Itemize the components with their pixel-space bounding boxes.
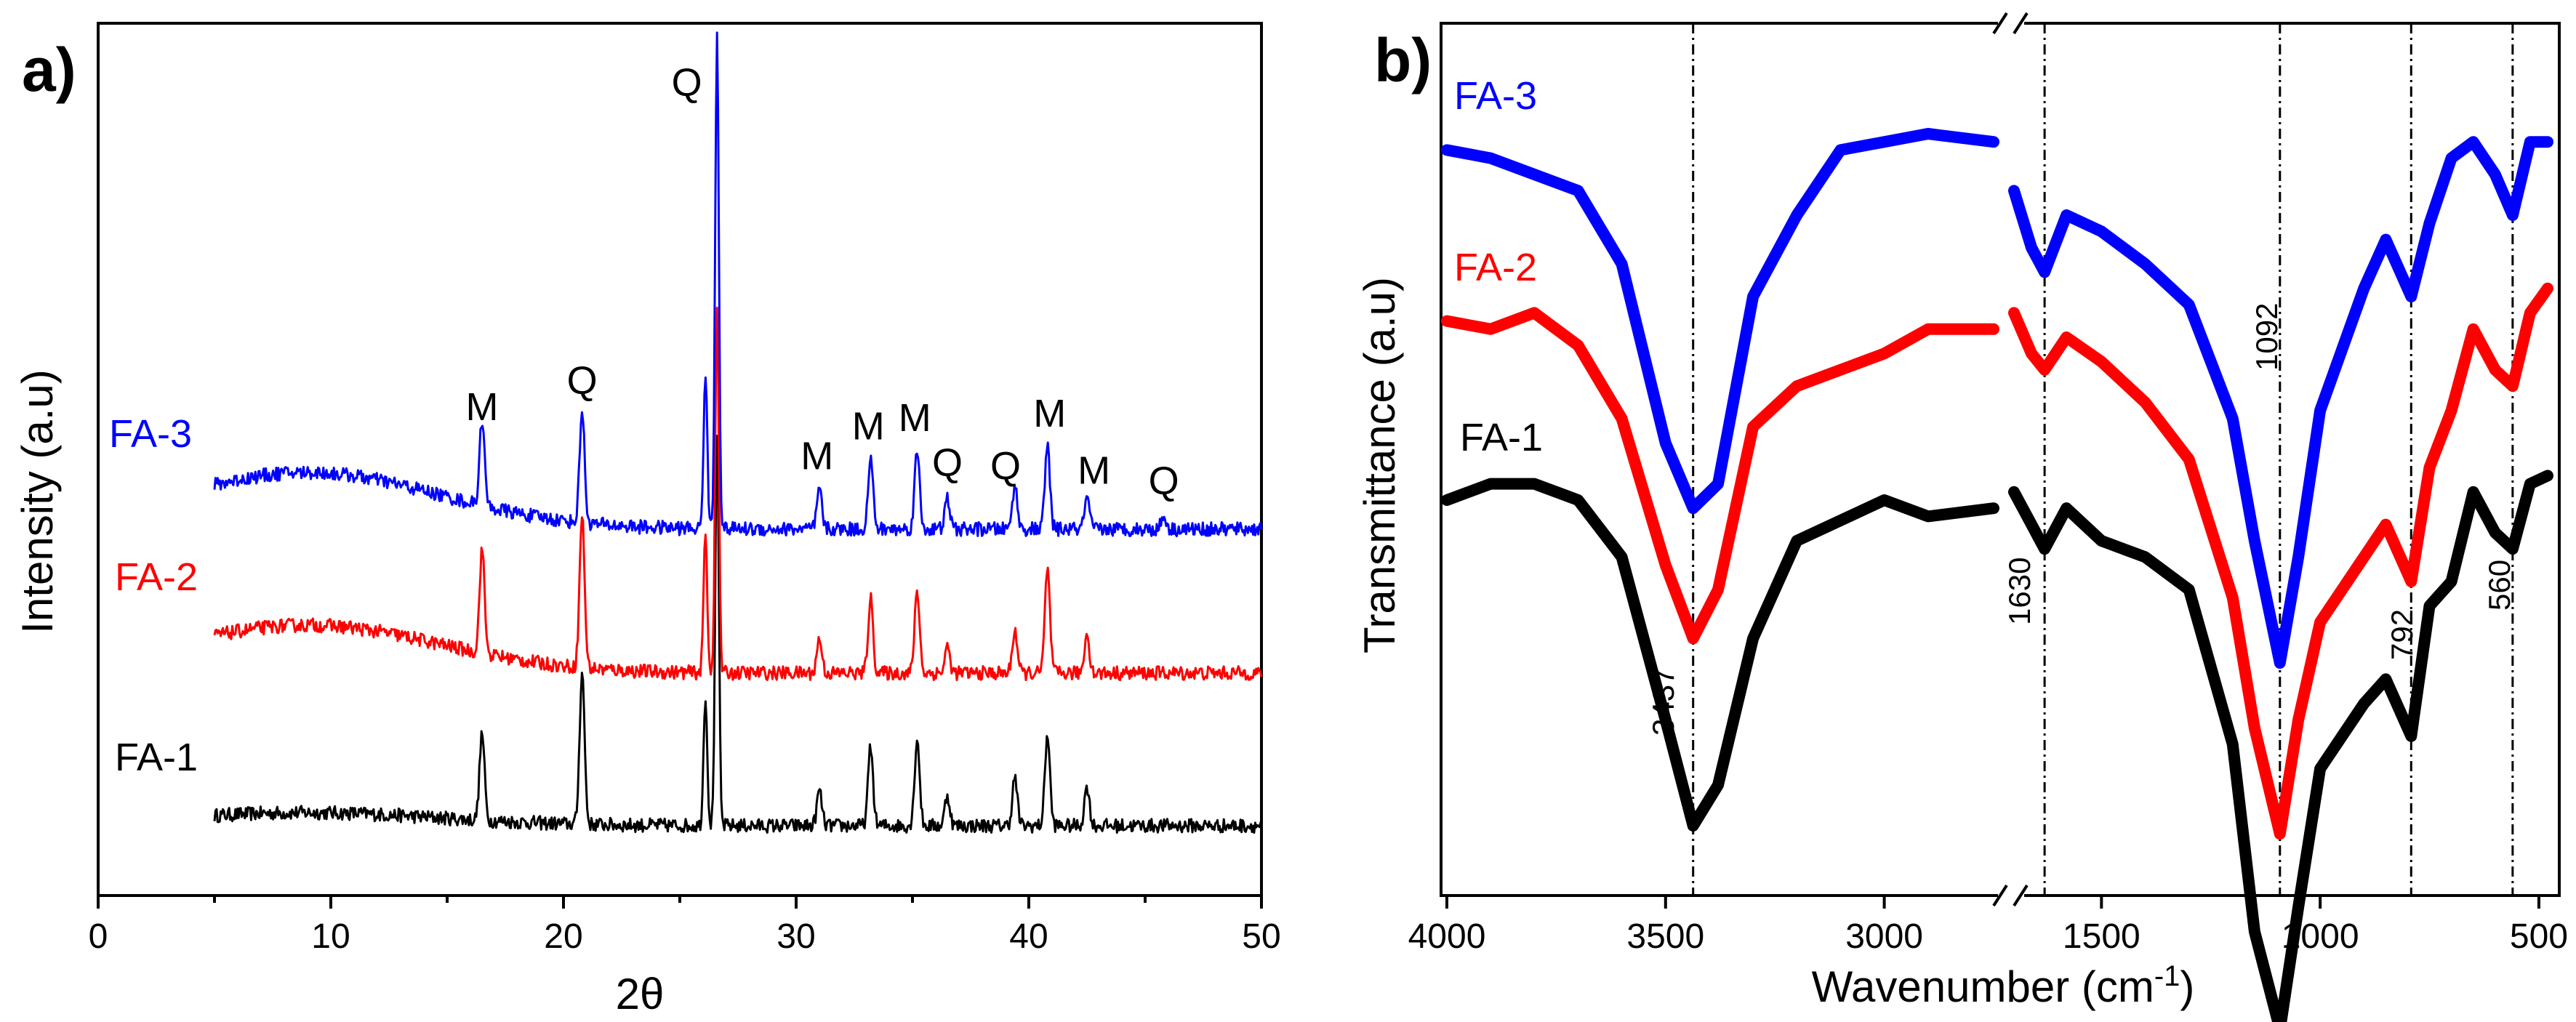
x-tick-label-30: 30 — [777, 917, 815, 956]
x-tick-label-3000: 3000 — [1845, 917, 1923, 956]
series-label-fa-3: FA-3 — [109, 412, 192, 456]
series-label-fa-2: FA-2 — [115, 555, 198, 599]
series-line-fa-2-right — [2008, 282, 2553, 840]
annotation-560: 560 — [2482, 560, 2516, 611]
series-label-fa-1: FA-1 — [115, 736, 198, 779]
x-tick-label-1500: 1500 — [2063, 917, 2140, 956]
panel-a-series — [213, 31, 1263, 834]
annotation-1630: 1630 — [2002, 558, 2037, 625]
x-tick-label-20: 20 — [544, 917, 582, 956]
panel-a-label: a) — [22, 36, 76, 104]
series-line-fa-1 — [213, 435, 1263, 834]
panel-b-reference-lines — [1692, 23, 2514, 896]
peak-label-q-7: Q — [990, 445, 1021, 488]
panel-b-x-ticks: 4000 3500 3000 1500 1000 500 — [1408, 896, 2568, 956]
panel-b-series — [1441, 128, 2553, 1022]
panel-b-y-axis-label: Transmittance (a.u) — [1355, 277, 1404, 653]
series-label-fa-2: FA-2 — [1454, 246, 1537, 289]
peak-label-m-8: M — [1033, 392, 1066, 435]
panel-b-plot-frame — [1440, 22, 2561, 897]
x-tick-label-10: 10 — [311, 917, 350, 956]
panel-a-y-axis-label: Intensity (a.u) — [13, 369, 62, 634]
peak-label-q-6: Q — [932, 441, 963, 485]
peak-label-q-1: Q — [567, 359, 598, 403]
peak-label-q-10: Q — [1149, 459, 1179, 503]
annotation-792: 792 — [2385, 609, 2419, 660]
panel-b-axis-break — [1992, 12, 2029, 907]
x-tick-label-500: 500 — [2510, 917, 2568, 956]
peak-label-m-9: M — [1078, 448, 1110, 492]
panel-b-series-labels: FA-1 FA-2 FA-3 — [1454, 74, 1543, 459]
panel-b-reference-labels: 3437 1630 1092 792 560 — [1646, 303, 2516, 736]
x-tick-label-0: 0 — [89, 917, 108, 956]
panel-a-x-axis-label: 2θ — [616, 970, 665, 1018]
peak-label-m-0: M — [466, 385, 499, 429]
peak-label-m-4: M — [852, 405, 885, 448]
panel-a-x-ticks: 0 10 20 30 40 50 — [89, 896, 1281, 956]
series-line-fa-3-right — [2008, 136, 2553, 669]
series-line-fa-2-left — [1441, 307, 1999, 645]
series-line-fa-2 — [213, 306, 1263, 682]
panel-b-ftir-chart: b) 4000 3500 3000 1500 1000 500 FA-1 FA-2 FA-… — [1355, 12, 2568, 1022]
annotation-1092: 1092 — [2250, 303, 2284, 371]
panel-a-series-labels: FA-1 FA-2 FA-3 — [109, 412, 198, 779]
series-label-fa-3: FA-3 — [1454, 74, 1537, 118]
x-tick-label-40: 40 — [1009, 917, 1048, 956]
series-line-fa-1-left — [1441, 478, 1999, 832]
series-line-fa-1-right — [2008, 470, 2553, 1022]
x-tick-label-50: 50 — [1242, 917, 1280, 956]
panel-b-label: b) — [1374, 26, 1432, 94]
peak-label-m-5: M — [899, 396, 931, 440]
series-label-fa-1: FA-1 — [1460, 416, 1543, 459]
x-tick-label-3500: 3500 — [1626, 917, 1704, 956]
panel-b-x-axis-label: Wavenumber (cm-1) — [1812, 960, 2195, 1011]
x-tick-label-4000: 4000 — [1408, 917, 1486, 956]
annotation-3437: 3437 — [1646, 668, 1680, 736]
peak-label-m-3: M — [801, 434, 833, 478]
series-line-fa-3-left — [1441, 128, 1999, 515]
series-line-fa-3 — [213, 31, 1263, 538]
peak-label-q-2: Q — [672, 61, 702, 105]
